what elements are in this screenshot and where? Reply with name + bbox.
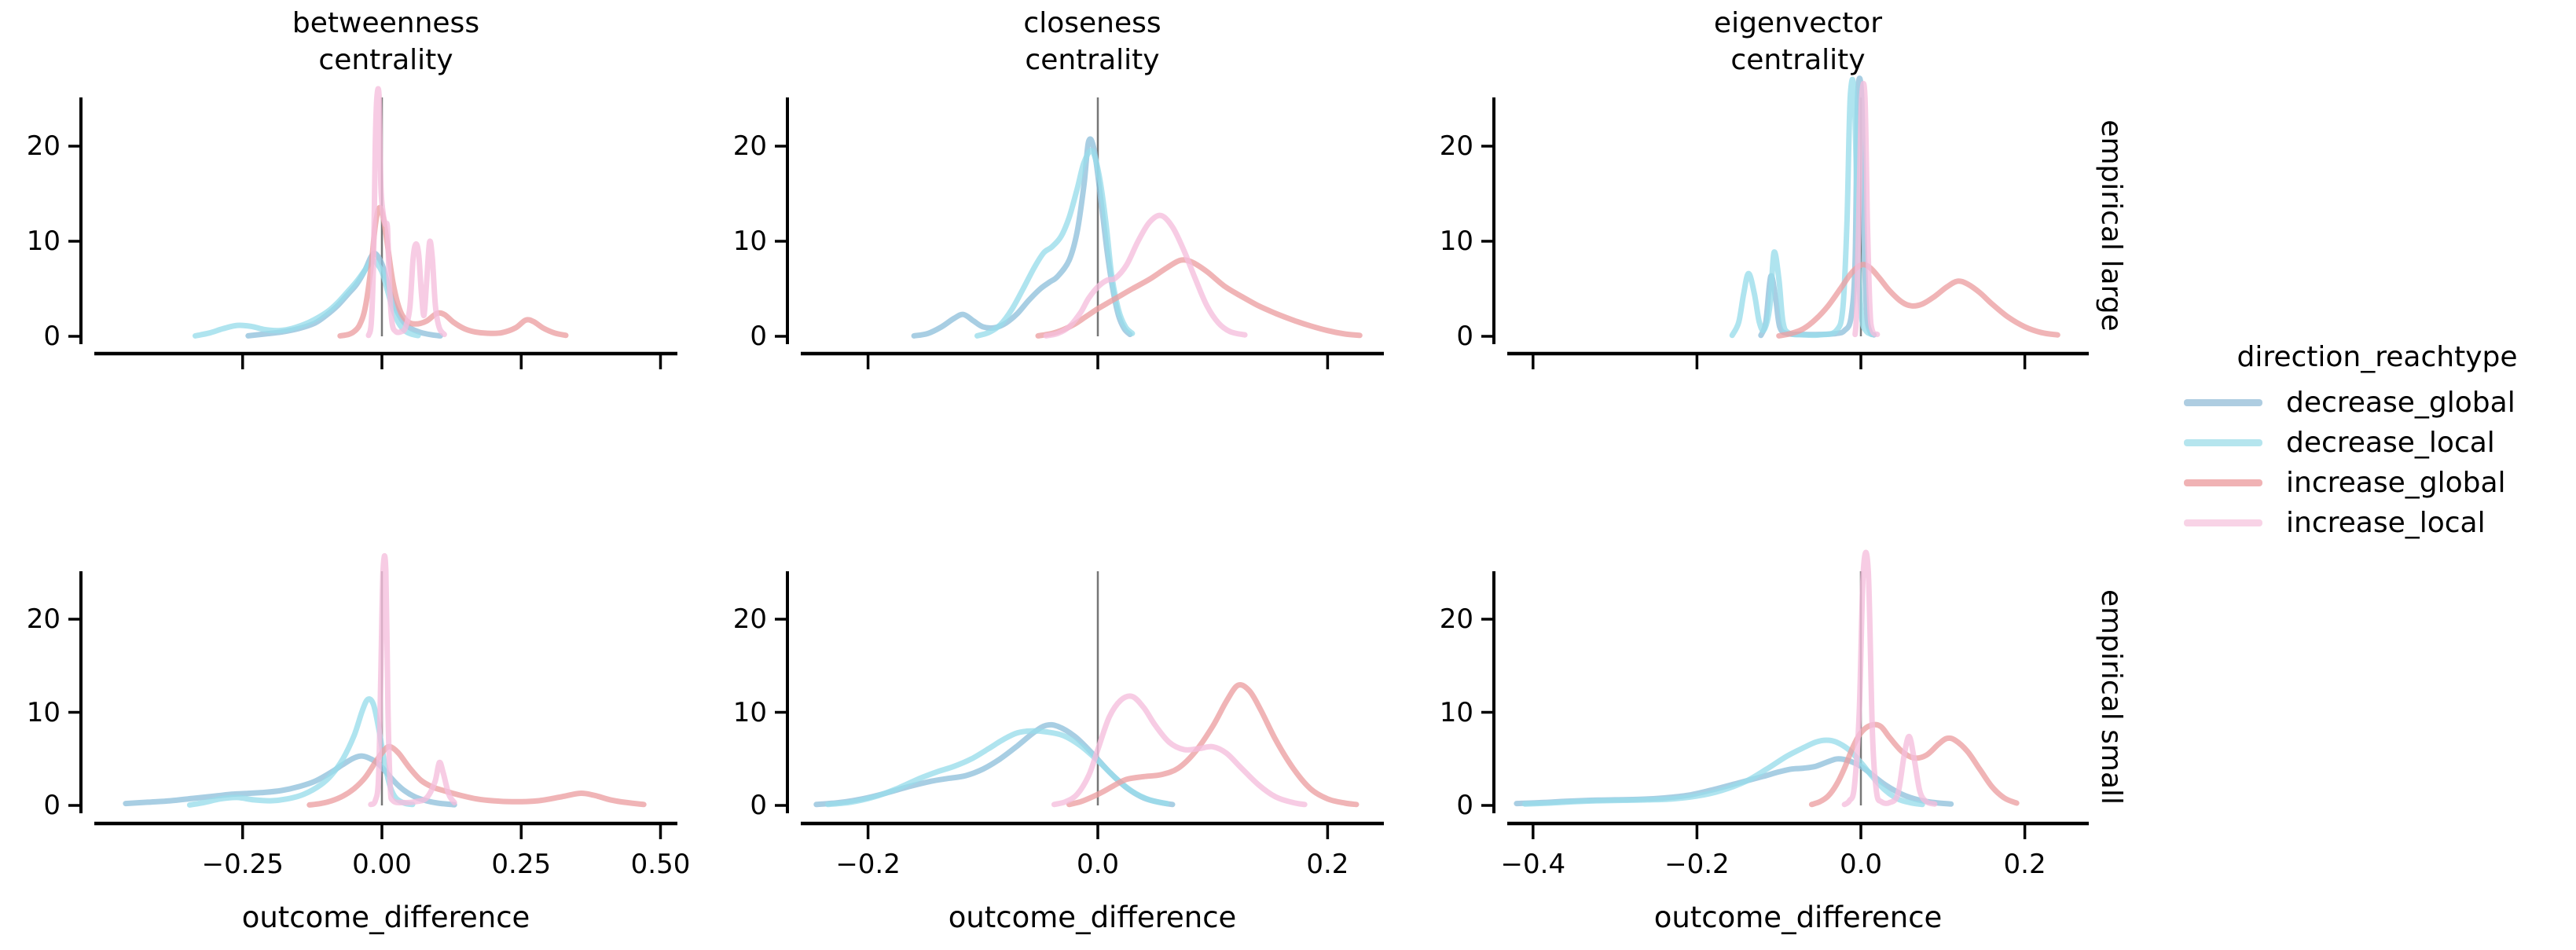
kde-curve-decrease_local [974, 148, 1136, 339]
legend-entry-label: decrease_local [2286, 427, 2495, 459]
kde-curve-increase_local [1852, 80, 1881, 338]
y-tick-label: 20 [1439, 130, 1473, 162]
legend-swatch [2184, 439, 2262, 446]
y-tick-label: 0 [750, 321, 767, 352]
col-title-line: closeness [1023, 7, 1161, 39]
x-tick-label: −0.2 [835, 849, 901, 880]
kde-curve-increase_global [1808, 721, 2020, 808]
y-tick-label: 10 [732, 696, 767, 728]
kde-curve-increase_local [365, 86, 447, 339]
kde-curve-decrease_local [1521, 737, 1925, 808]
y-tick-label: 20 [26, 130, 61, 162]
kde-curve-decrease_global [813, 721, 1176, 808]
facet-panel [775, 97, 1384, 369]
y-tick-label: 0 [750, 790, 767, 821]
col-title-line: betweenness [292, 7, 480, 39]
legend-entry-label: increase_local [2286, 507, 2486, 539]
legend-swatch [2184, 479, 2262, 486]
legend-swatch [2184, 399, 2262, 406]
y-tick-label: 10 [1439, 696, 1473, 728]
facet-panel [1481, 75, 2089, 369]
kde-curve-increase_global [1035, 257, 1363, 339]
legend: direction_reachtype decrease_global decre… [2184, 341, 2570, 543]
facet-panel [1481, 549, 2089, 839]
col-title: betweenness centrality [292, 5, 479, 79]
facet-panel [68, 86, 677, 369]
y-tick-label: 20 [26, 603, 61, 635]
x-tick-label: −0.4 [1500, 849, 1566, 880]
col-title: closeness centrality [1023, 5, 1161, 79]
facet-panel [775, 571, 1384, 839]
legend-entry-label: decrease_global [2286, 387, 2515, 419]
kde-curve-decrease_local [1729, 76, 1875, 339]
x-axis-label: outcome_difference [1653, 900, 1943, 934]
legend-entry: decrease_global [2184, 383, 2570, 423]
facet-panel [68, 553, 677, 839]
y-tick-label: 10 [26, 696, 61, 728]
x-tick-label: 0.2 [2003, 849, 2046, 880]
col-title-line: centrality [1025, 44, 1160, 76]
x-axis-label: outcome_difference [241, 900, 530, 934]
kde-curve-increase_local [368, 553, 457, 808]
x-tick-label: −0.25 [201, 849, 284, 880]
kde-curve-increase_global [1776, 262, 2060, 339]
row-label: empirical large [2095, 119, 2127, 332]
legend-entry: increase_local [2184, 503, 2570, 543]
kde-curve-increase_local [1043, 212, 1248, 339]
row-label: empirical small [2095, 589, 2127, 805]
kde-curve-decrease_local [824, 728, 1170, 808]
y-tick-label: 0 [43, 321, 61, 352]
legend-title: direction_reachtype [2237, 341, 2518, 373]
legend-swatch [2184, 519, 2262, 526]
y-tick-label: 0 [1456, 790, 1473, 821]
kde-curve-decrease_local [193, 257, 421, 339]
x-tick-label: 0.25 [491, 849, 552, 880]
kde-curve-increase_local [1051, 693, 1308, 808]
x-tick-label: −0.2 [1664, 849, 1730, 880]
y-tick-label: 20 [732, 130, 767, 162]
kde-curve-decrease_global [1514, 756, 1954, 807]
x-axis-label: outcome_difference [948, 900, 1237, 934]
y-tick-label: 10 [26, 226, 61, 257]
kde-curve-decrease_global [1758, 75, 1877, 339]
x-tick-label: 0.0 [1839, 849, 1883, 880]
x-tick-label: 0.50 [630, 849, 691, 880]
y-tick-label: 0 [43, 790, 61, 821]
y-tick-label: 20 [732, 603, 767, 635]
x-tick-label: 0.00 [352, 849, 412, 880]
y-tick-label: 10 [732, 226, 767, 257]
y-tick-label: 0 [1456, 321, 1473, 352]
legend-entry: decrease_local [2184, 423, 2570, 463]
legend-entries: decrease_global decrease_local increase_gl… [2184, 383, 2570, 543]
x-tick-label: 0.2 [1306, 849, 1349, 880]
x-tick-label: 0.0 [1076, 849, 1120, 880]
kde-curve-increase_local [1841, 549, 1938, 808]
col-title-line: eigenvector [1713, 7, 1883, 39]
col-title-line: centrality [318, 44, 453, 76]
y-tick-label: 10 [1439, 226, 1473, 257]
kde-curve-increase_global [337, 204, 569, 339]
legend-entry: increase_global [2184, 463, 2570, 503]
kde-curve-increase_global [1066, 682, 1360, 808]
col-title-line: centrality [1730, 44, 1866, 76]
y-tick-label: 20 [1439, 603, 1473, 635]
col-title: eigenvector centrality [1714, 5, 1882, 79]
legend-entry-label: increase_global [2286, 467, 2506, 499]
